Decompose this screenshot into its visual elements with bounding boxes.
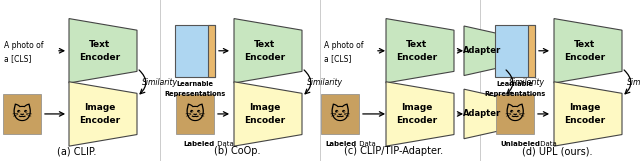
Text: Data: Data xyxy=(357,141,376,147)
Text: Text: Text xyxy=(254,40,275,49)
FancyBboxPatch shape xyxy=(175,25,215,77)
Text: Data: Data xyxy=(538,141,557,147)
Text: 🐱: 🐱 xyxy=(185,104,205,123)
Polygon shape xyxy=(69,19,137,83)
Text: (b) CoOp.: (b) CoOp. xyxy=(214,146,260,156)
Text: (a) CLIP.: (a) CLIP. xyxy=(57,146,97,156)
FancyBboxPatch shape xyxy=(176,94,214,134)
Text: Encoder: Encoder xyxy=(564,116,605,125)
Text: Image: Image xyxy=(84,103,115,112)
Text: (c) CLIP/TIP-Adapter.: (c) CLIP/TIP-Adapter. xyxy=(344,146,443,156)
Text: Encoder: Encoder xyxy=(79,53,120,62)
Polygon shape xyxy=(234,19,302,83)
Polygon shape xyxy=(554,82,622,146)
Text: Encoder: Encoder xyxy=(396,116,437,125)
Text: Data: Data xyxy=(215,141,234,147)
Text: Similarity: Similarity xyxy=(627,78,640,87)
Text: Learnable: Learnable xyxy=(497,81,534,87)
Polygon shape xyxy=(234,82,302,146)
Text: Learnable: Learnable xyxy=(177,81,214,87)
FancyBboxPatch shape xyxy=(3,94,41,134)
Text: a [CLS]: a [CLS] xyxy=(4,54,31,63)
FancyBboxPatch shape xyxy=(496,94,534,134)
Polygon shape xyxy=(554,19,622,83)
Text: A photo of: A photo of xyxy=(4,41,44,50)
Text: Unlabeled: Unlabeled xyxy=(500,141,540,147)
Text: Image: Image xyxy=(249,103,280,112)
Text: 🐱: 🐱 xyxy=(12,104,32,123)
Text: Text: Text xyxy=(89,40,110,49)
Text: Encoder: Encoder xyxy=(396,53,437,62)
Text: Labeled: Labeled xyxy=(183,141,214,147)
Polygon shape xyxy=(69,82,137,146)
Polygon shape xyxy=(464,26,504,76)
Text: Similarity: Similarity xyxy=(307,78,344,87)
Text: Labeled: Labeled xyxy=(325,141,356,147)
Text: Representations: Representations xyxy=(164,91,226,97)
Text: Similarity: Similarity xyxy=(143,78,179,87)
Text: Encoder: Encoder xyxy=(244,116,285,125)
Text: 🐱: 🐱 xyxy=(330,104,350,123)
Polygon shape xyxy=(464,89,504,139)
Text: Text: Text xyxy=(406,40,428,49)
Text: Encoder: Encoder xyxy=(79,116,120,125)
Text: Image: Image xyxy=(401,103,432,112)
FancyBboxPatch shape xyxy=(208,25,215,77)
Text: Representations: Representations xyxy=(484,91,546,97)
Text: Adapter: Adapter xyxy=(463,109,501,118)
Text: 🐱: 🐱 xyxy=(505,104,525,123)
Text: Encoder: Encoder xyxy=(564,53,605,62)
Text: Text: Text xyxy=(574,40,595,49)
Text: Similarity: Similarity xyxy=(509,78,545,87)
Polygon shape xyxy=(386,82,454,146)
Text: Adapter: Adapter xyxy=(463,46,501,55)
Text: Encoder: Encoder xyxy=(244,53,285,62)
Text: A photo of: A photo of xyxy=(324,41,364,50)
Polygon shape xyxy=(386,19,454,83)
Text: (d) UPL (ours).: (d) UPL (ours). xyxy=(522,146,592,156)
FancyBboxPatch shape xyxy=(495,25,535,77)
FancyBboxPatch shape xyxy=(321,94,359,134)
FancyBboxPatch shape xyxy=(528,25,535,77)
Text: a [CLS]: a [CLS] xyxy=(324,54,351,63)
Text: Image: Image xyxy=(569,103,600,112)
